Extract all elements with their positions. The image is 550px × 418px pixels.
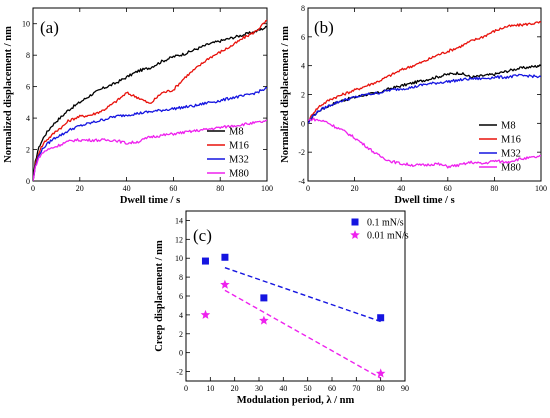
x-tick-label: 0 bbox=[306, 184, 310, 193]
panel-c: 0 10 20 30 40 50 60 70 80 90-202468101214Modulati… bbox=[154, 210, 409, 406]
data-point-star bbox=[375, 368, 386, 378]
data-point-star bbox=[259, 315, 269, 325]
x-tick-label: 40 bbox=[397, 184, 405, 193]
y-axis-label: Normalized displacement / nm bbox=[3, 26, 14, 163]
y-tick-label: 0 bbox=[301, 119, 305, 128]
plot-area bbox=[308, 20, 541, 169]
x-tick-label: 40 bbox=[123, 184, 131, 193]
series-line-m32 bbox=[308, 73, 541, 124]
plot-area bbox=[200, 253, 386, 379]
plot-frame bbox=[32, 7, 268, 182]
y-tick-label: 6 bbox=[26, 83, 30, 92]
fit-line bbox=[224, 289, 382, 379]
y-tick-label: 2 bbox=[301, 91, 305, 100]
x-tick-label: 10 bbox=[206, 384, 214, 393]
x-tick-label: 60 bbox=[444, 184, 452, 193]
y-tick-label: 6 bbox=[179, 292, 183, 301]
data-point-star bbox=[200, 309, 211, 319]
x-tick-label: 80 bbox=[377, 384, 385, 393]
y-tick-label: 12 bbox=[175, 235, 183, 244]
data-point-square bbox=[260, 294, 268, 302]
x-axis-label: Modulation period, λ / nm bbox=[237, 395, 355, 406]
y-tick-label: 4 bbox=[301, 62, 305, 71]
legend-label: M8 bbox=[229, 127, 244, 138]
data-point-square bbox=[201, 257, 209, 265]
x-tick-label: 100 bbox=[261, 184, 273, 193]
y-tick-label: -2 bbox=[176, 368, 183, 377]
y-tick-label: 8 bbox=[301, 4, 305, 13]
x-tick-label: 60 bbox=[169, 184, 177, 193]
series-line-m80 bbox=[33, 119, 267, 181]
y-tick-label: 8 bbox=[179, 273, 183, 282]
data-point-square bbox=[221, 253, 229, 261]
y-tick-label: 14 bbox=[175, 216, 183, 225]
x-tick-label: 20 bbox=[351, 184, 359, 193]
legend-label: M32 bbox=[501, 149, 521, 160]
series-line-m32 bbox=[33, 86, 267, 181]
y-tick-label: 8 bbox=[26, 51, 30, 60]
x-axis-label: Dwell time / s bbox=[394, 195, 454, 206]
x-axis-label: Dwell time / s bbox=[120, 195, 180, 206]
data-point-star bbox=[220, 279, 230, 289]
y-tick-label: 10 bbox=[22, 20, 30, 29]
panel-label: (a) bbox=[40, 18, 59, 37]
series-line-m16 bbox=[33, 19, 267, 181]
panel-label: (c) bbox=[193, 226, 212, 245]
y-tick-label: 10 bbox=[175, 254, 183, 263]
x-tick-label: 20 bbox=[231, 384, 239, 393]
y-tick-label: 2 bbox=[179, 330, 183, 339]
x-tick-label: 30 bbox=[255, 384, 263, 393]
x-tick-label: 60 bbox=[328, 384, 336, 393]
y-tick-label: 2 bbox=[26, 146, 30, 155]
x-tick-label: 100 bbox=[535, 184, 547, 193]
legend-label: M16 bbox=[229, 141, 249, 152]
x-tick-label: 90 bbox=[401, 384, 409, 393]
series-line-m16 bbox=[308, 20, 541, 124]
legend-label: M16 bbox=[501, 135, 521, 146]
y-axis-label: Normalized displacement / nm bbox=[280, 26, 291, 163]
x-tick-label: 80 bbox=[490, 184, 498, 193]
x-tick-label: 70 bbox=[352, 384, 360, 393]
panel-label: (b) bbox=[314, 18, 334, 37]
y-axis-label: Creep displacement / nm bbox=[154, 240, 165, 352]
x-tick-label: 20 bbox=[76, 184, 84, 193]
y-tick-label: 4 bbox=[26, 114, 30, 123]
x-tick-label: 50 bbox=[304, 384, 312, 393]
data-point-square bbox=[377, 314, 385, 322]
panel-b: 0 20 40 60 80 100 -4 -2 0 2 4 6 8 Dwell time / s Norma… bbox=[280, 4, 547, 206]
legend-label: M80 bbox=[501, 163, 521, 174]
y-tick-label: 6 bbox=[301, 33, 305, 42]
series-line-m80 bbox=[308, 117, 541, 169]
legend-label: M8 bbox=[501, 121, 516, 132]
legend-label: 0.01 mN/s bbox=[367, 231, 409, 242]
y-tick-label: 0 bbox=[179, 349, 183, 358]
x-tick-label: 0 bbox=[184, 384, 188, 393]
legend-label: 0.1 mN/s bbox=[367, 218, 404, 229]
x-tick-label: 80 bbox=[216, 184, 224, 193]
plot-area bbox=[33, 19, 267, 181]
x-tick-label: 40 bbox=[279, 384, 287, 393]
y-tick-label: 0 bbox=[26, 177, 30, 186]
y-tick-label: 4 bbox=[179, 311, 183, 320]
legend-marker-star bbox=[350, 230, 360, 239]
panel-a: 0 20 40 60 80 100 0 2 4 6 8 10 Dwell time / s Normali… bbox=[3, 7, 273, 206]
x-tick-label: 0 bbox=[31, 184, 35, 193]
legend-label: M32 bbox=[229, 155, 249, 166]
y-tick-label: -2 bbox=[298, 148, 305, 157]
legend-label: M80 bbox=[229, 169, 249, 180]
y-tick-label: -4 bbox=[298, 177, 305, 186]
fit-line bbox=[224, 267, 381, 323]
legend-marker-square bbox=[351, 218, 359, 226]
series-line-m8 bbox=[33, 25, 267, 181]
